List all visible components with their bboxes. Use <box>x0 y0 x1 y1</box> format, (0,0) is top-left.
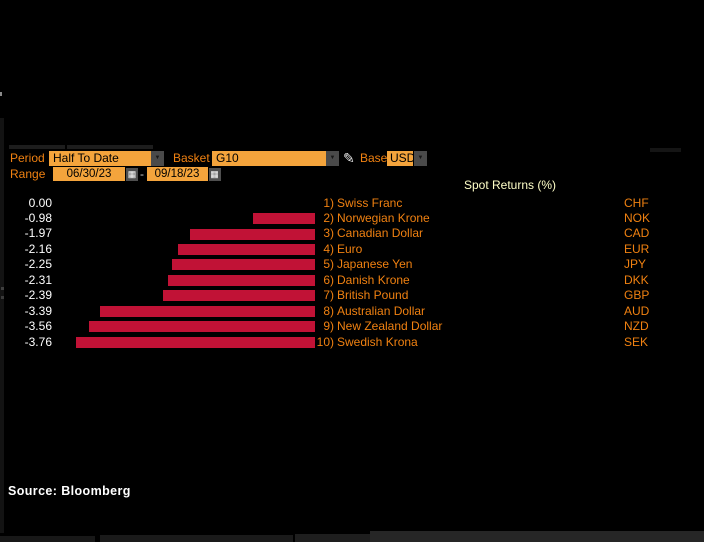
basket-dropdown[interactable]: G10 <box>212 151 326 166</box>
bar-value-label: -3.56 <box>24 319 52 334</box>
row-category-label: Japanese Yen <box>337 257 413 272</box>
taskbar-strip <box>295 534 370 542</box>
tab-remnant <box>650 148 681 152</box>
bar-value-label: -2.25 <box>24 257 52 272</box>
row-category-label: New Zealand Dollar <box>337 319 443 334</box>
base-dropdown-value: USD <box>390 151 413 165</box>
period-dropdown-value: Half To Date <box>53 151 119 165</box>
source-label: Source: Bloomberg <box>8 484 131 498</box>
row-rank: 5) <box>323 257 334 272</box>
tab-remnant <box>67 145 153 149</box>
row-code-label: SEK <box>624 334 649 349</box>
chart-row[interactable]: -3.56 9) New Zealand Dollar NZD <box>0 319 704 334</box>
chart-row[interactable]: -2.25 5) Japanese Yen JPY <box>0 257 704 272</box>
row-rank: 3) <box>323 226 334 241</box>
row-rank: 1) <box>323 195 334 210</box>
calendar-icon: ▦ <box>210 168 219 179</box>
row-code-label: NOK <box>624 210 651 225</box>
row-category-label: Swiss Franc <box>337 195 403 210</box>
row-rank: 7) <box>323 288 334 303</box>
row-category-label: Danish Krone <box>337 272 410 287</box>
row-code-label: CHF <box>624 195 649 210</box>
bar <box>189 228 315 240</box>
bar-value-label: -2.16 <box>24 241 52 256</box>
row-code-label: EUR <box>624 241 650 256</box>
bar <box>88 321 315 333</box>
taskbar-strip <box>100 535 293 542</box>
chevron-down-icon: ▼ <box>329 155 336 161</box>
pencil-icon: ✎ <box>343 150 355 166</box>
row-category-label: Euro <box>337 241 363 256</box>
edit-basket-button[interactable]: ✎ <box>343 150 355 166</box>
row-category-label: Australian Dollar <box>337 303 426 318</box>
row-code-label: AUD <box>624 303 650 318</box>
row-category-label: Swedish Krona <box>337 334 418 349</box>
bar <box>172 259 315 271</box>
bar <box>177 244 315 256</box>
period-label: Period <box>10 151 45 165</box>
screen-edge <box>0 118 4 533</box>
basket-dropdown-arrow[interactable]: ▼ <box>326 151 339 166</box>
bar <box>168 274 315 286</box>
chart-row[interactable]: -1.97 3) Canadian Dollar CAD <box>0 226 704 241</box>
row-rank: 6) <box>323 272 334 287</box>
taskbar-strip <box>370 531 704 542</box>
bar-value-label: -3.76 <box>24 334 52 349</box>
bar-value-label: -2.31 <box>24 272 52 287</box>
screen-artifact <box>1 296 4 299</box>
range-start-input[interactable]: 06/30/23 <box>53 167 125 181</box>
chart-row[interactable]: -2.39 7) British Pound GBP <box>0 288 704 303</box>
row-code-label: CAD <box>624 226 650 241</box>
bar-value-label: 0.00 <box>28 195 52 210</box>
chart-row[interactable]: 0.00 1) Swiss Franc CHF <box>0 196 704 211</box>
row-rank: 10) <box>316 334 334 349</box>
row-category-label: British Pound <box>337 288 409 303</box>
bar-value-label: -0.98 <box>24 210 52 225</box>
bar <box>99 305 315 317</box>
tab-remnant <box>9 145 65 149</box>
basket-label: Basket <box>173 151 210 165</box>
chart-row[interactable]: -3.39 8) Australian Dollar AUD <box>0 304 704 319</box>
period-dropdown-arrow[interactable]: ▼ <box>151 151 164 166</box>
taskbar-strip <box>0 536 95 542</box>
row-code-label: JPY <box>624 257 647 272</box>
base-dropdown[interactable]: USD <box>387 151 413 166</box>
range-end-calendar-button[interactable]: ▦ <box>208 167 221 181</box>
chevron-down-icon: ▼ <box>417 155 424 161</box>
bar-value-label: -3.39 <box>24 303 52 318</box>
range-start-calendar-button[interactable]: ▦ <box>126 167 138 181</box>
row-code-label: GBP <box>624 288 650 303</box>
bar <box>76 336 315 348</box>
row-category-label: Canadian Dollar <box>337 226 424 241</box>
row-code-label: DKK <box>624 272 649 287</box>
bar <box>163 290 315 302</box>
chart-row[interactable]: -0.98 2) Norwegian Krone NOK <box>0 211 704 226</box>
screen-artifact <box>1 287 4 290</box>
basket-dropdown-value: G10 <box>216 151 239 165</box>
bar-value-label: -2.39 <box>24 288 52 303</box>
base-label: Base <box>360 151 388 165</box>
row-category-label: Norwegian Krone <box>337 210 430 225</box>
range-label: Range <box>10 167 46 181</box>
chevron-down-icon: ▼ <box>154 155 161 161</box>
row-rank: 9) <box>323 319 334 334</box>
row-rank: 2) <box>323 210 334 225</box>
row-rank: 8) <box>323 303 334 318</box>
chart-row[interactable]: -2.31 6) Danish Krone DKK <box>0 273 704 288</box>
bar <box>252 213 315 225</box>
range-end-input[interactable]: 09/18/23 <box>146 167 208 181</box>
chart-row[interactable]: -3.76 10) Swedish Krona SEK <box>0 335 704 350</box>
bar-value-label: -1.97 <box>24 226 52 241</box>
screen-artifact <box>0 92 2 96</box>
row-code-label: NZD <box>624 319 649 334</box>
range-separator: - <box>140 167 144 181</box>
row-rank: 4) <box>323 241 334 256</box>
calendar-icon: ▦ <box>127 168 137 179</box>
period-dropdown[interactable]: Half To Date <box>49 151 151 166</box>
base-dropdown-arrow[interactable]: ▼ <box>414 151 427 166</box>
chart-title: Spot Returns (%) <box>463 178 557 192</box>
chart-row[interactable]: -2.16 4) Euro EUR <box>0 242 704 257</box>
